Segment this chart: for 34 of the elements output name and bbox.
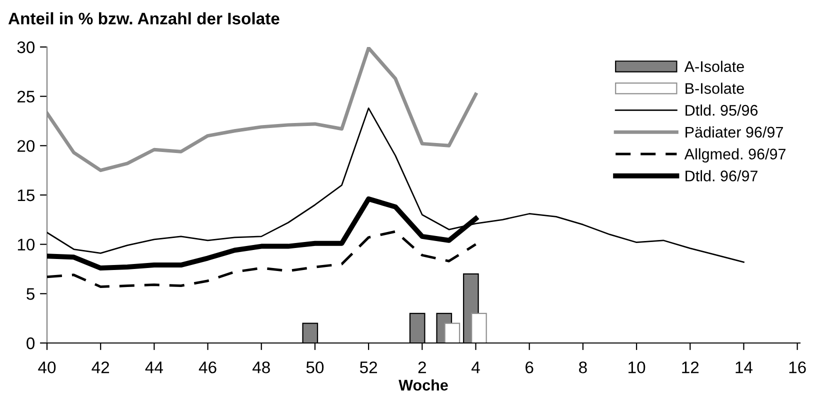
x-tick-label: 12: [682, 361, 699, 374]
legend-label: Dtld. 96/97: [686, 170, 758, 182]
bar: [444, 322, 460, 343]
x-tick-label: 50: [306, 361, 324, 374]
x-tick-label: 40: [38, 361, 56, 374]
y-tick-label: 5: [26, 288, 34, 300]
x-tick-label: 4: [472, 362, 480, 374]
y-tick-label: 15: [18, 190, 34, 202]
y-tick-label: 0: [26, 337, 35, 350]
x-tick-label: 52: [360, 361, 377, 374]
bar: [471, 312, 487, 343]
legend-label: Pädiater 96/97: [686, 126, 783, 138]
y-tick-label: 20: [17, 140, 35, 152]
x-tick-label: 8: [579, 361, 587, 374]
y-tick-label: 25: [17, 90, 34, 103]
x-tick-label: 14: [736, 362, 753, 374]
y-tick-label: 10: [18, 238, 35, 251]
y-tick-label: 30: [17, 41, 35, 54]
y-axis-title: Anteil in % bzw. Anzahl der Isolate: [8, 12, 280, 24]
legend-label: A-Isolate: [684, 60, 744, 72]
legend-label: Allgmed. 96/97: [684, 148, 786, 163]
x-tick-label: 10: [628, 361, 646, 374]
x-tick-label: 16: [789, 361, 806, 374]
line-series: [47, 230, 478, 288]
x-tick-label: 42: [92, 361, 110, 374]
legend-label: B-Isolate: [686, 82, 744, 94]
x-tick-label: 6: [526, 361, 534, 374]
x-axis-title: Woche: [398, 379, 448, 391]
x-tick-label: 46: [198, 361, 216, 374]
legend-label: Dtld. 95/96: [686, 104, 758, 116]
x-tick-label: 2: [418, 361, 426, 374]
x-tick-label: 48: [252, 361, 270, 374]
x-tick-label: 44: [145, 362, 163, 374]
line-series: [47, 47, 478, 172]
